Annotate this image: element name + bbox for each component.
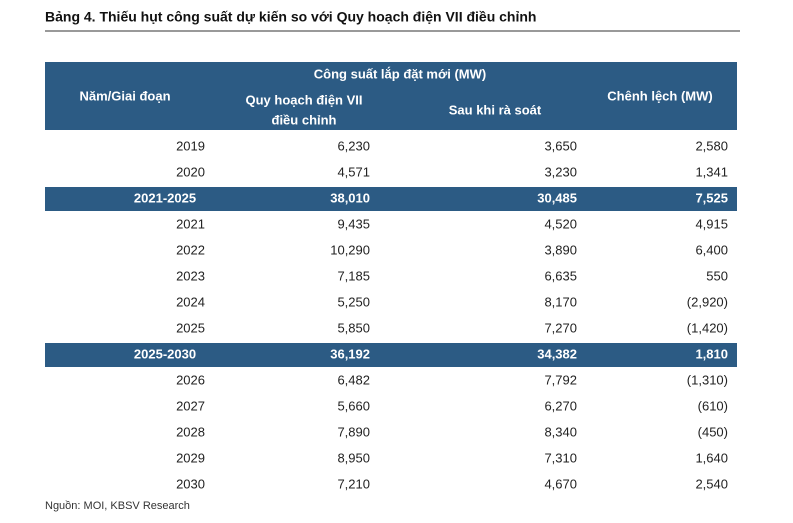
- row-label: 2021-2025: [134, 190, 196, 205]
- cell: 3,650: [544, 138, 577, 153]
- summary-band: [45, 343, 737, 367]
- header-diff: Chênh lệch (MW): [607, 88, 712, 103]
- cell: 6,635: [544, 268, 577, 283]
- cell: 8,340: [544, 424, 577, 439]
- header-band: [45, 62, 737, 130]
- row-label: 2025: [176, 320, 205, 335]
- row-label: 2027: [176, 398, 205, 413]
- cell: 7,310: [544, 450, 577, 465]
- row-label: 2019: [176, 138, 205, 153]
- row-label: 2020: [176, 164, 205, 179]
- cell: 6,230: [337, 138, 370, 153]
- cell: 3,890: [544, 242, 577, 257]
- row-label: 2029: [176, 450, 205, 465]
- header-period: Năm/Giai đoạn: [79, 88, 170, 103]
- cell: 9,435: [337, 216, 370, 231]
- cell: 7,525: [695, 190, 728, 205]
- cell: 6,270: [544, 398, 577, 413]
- row-label: 2026: [176, 372, 205, 387]
- cell: 2,540: [695, 476, 728, 491]
- cell: (1,420): [687, 320, 728, 335]
- summary-band: [45, 187, 737, 211]
- title: Bảng 4. Thiếu hụt công suất dự kiến so v…: [45, 9, 536, 25]
- row-label: 2021: [176, 216, 205, 231]
- row-label: 2022: [176, 242, 205, 257]
- cell: 7,890: [337, 424, 370, 439]
- cell: 7,185: [337, 268, 370, 283]
- cell: 4,571: [337, 164, 370, 179]
- cell: 5,660: [337, 398, 370, 413]
- source: Nguồn: MOI, KBSV Research: [45, 500, 190, 512]
- row-label: 2025-2030: [134, 346, 196, 361]
- cell: 34,382: [537, 346, 577, 361]
- cell: (450): [698, 424, 728, 439]
- header-plan: điều chỉnh: [272, 112, 337, 127]
- cell: 30,485: [537, 190, 577, 205]
- cell: 1,640: [695, 450, 728, 465]
- cell: 6,482: [337, 372, 370, 387]
- cell: (2,920): [687, 294, 728, 309]
- cell: 7,792: [544, 372, 577, 387]
- cell: 5,850: [337, 320, 370, 335]
- row-label: 2024: [176, 294, 205, 309]
- cell: 7,210: [337, 476, 370, 491]
- header-group: Công suất lắp đặt mới (MW): [314, 66, 486, 81]
- cell: 36,192: [330, 346, 370, 361]
- cell: 10,290: [330, 242, 370, 257]
- cell: 7,270: [544, 320, 577, 335]
- cell: 550: [706, 268, 728, 283]
- cell: 8,950: [337, 450, 370, 465]
- row-label: 2028: [176, 424, 205, 439]
- row-label: 2030: [176, 476, 205, 491]
- cell: 38,010: [330, 190, 370, 205]
- header-plan: Quy hoạch điện VII: [245, 92, 362, 107]
- cell: 4,520: [544, 216, 577, 231]
- cell: 2,580: [695, 138, 728, 153]
- cell: 4,670: [544, 476, 577, 491]
- cell: 4,915: [695, 216, 728, 231]
- cell: 1,810: [695, 346, 728, 361]
- cell: (610): [698, 398, 728, 413]
- row-label: 2023: [176, 268, 205, 283]
- header-review: Sau khi rà soát: [449, 102, 542, 117]
- cell: 5,250: [337, 294, 370, 309]
- cell: 6,400: [695, 242, 728, 257]
- cell: 3,230: [544, 164, 577, 179]
- cell: (1,310): [687, 372, 728, 387]
- cell: 8,170: [544, 294, 577, 309]
- cell: 1,341: [695, 164, 728, 179]
